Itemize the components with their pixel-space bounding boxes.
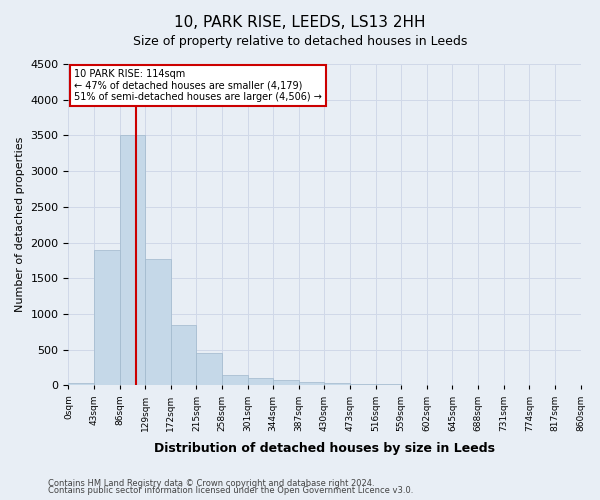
Bar (350, 384, 376, 386)
Text: Size of property relative to detached houses in Leeds: Size of property relative to detached ho… (133, 35, 467, 48)
Bar (248, 378, 273, 386)
Bar (299, 382, 325, 386)
Bar (427, 385, 452, 386)
Bar (222, 375, 248, 386)
Text: 10 PARK RISE: 114sqm
← 47% of detached houses are smaller (4,179)
51% of semi-de: 10 PARK RISE: 114sqm ← 47% of detached h… (74, 69, 322, 102)
Bar (401, 385, 427, 386)
Bar (376, 384, 401, 386)
X-axis label: Distribution of detached houses by size in Leeds: Distribution of detached houses by size … (154, 442, 495, 455)
Bar (94, 250, 119, 386)
Y-axis label: Number of detached properties: Number of detached properties (15, 137, 25, 312)
Text: 10, PARK RISE, LEEDS, LS13 2HH: 10, PARK RISE, LEEDS, LS13 2HH (174, 15, 426, 30)
Text: Contains public sector information licensed under the Open Government Licence v3: Contains public sector information licen… (48, 486, 413, 495)
Text: Contains HM Land Registry data © Crown copyright and database right 2024.: Contains HM Land Registry data © Crown c… (48, 478, 374, 488)
Bar (145, 258, 171, 386)
Bar (119, 136, 145, 386)
Bar (325, 384, 350, 386)
Bar (273, 380, 299, 386)
Bar (196, 354, 222, 386)
Bar (171, 325, 196, 386)
Bar (68, 384, 94, 386)
